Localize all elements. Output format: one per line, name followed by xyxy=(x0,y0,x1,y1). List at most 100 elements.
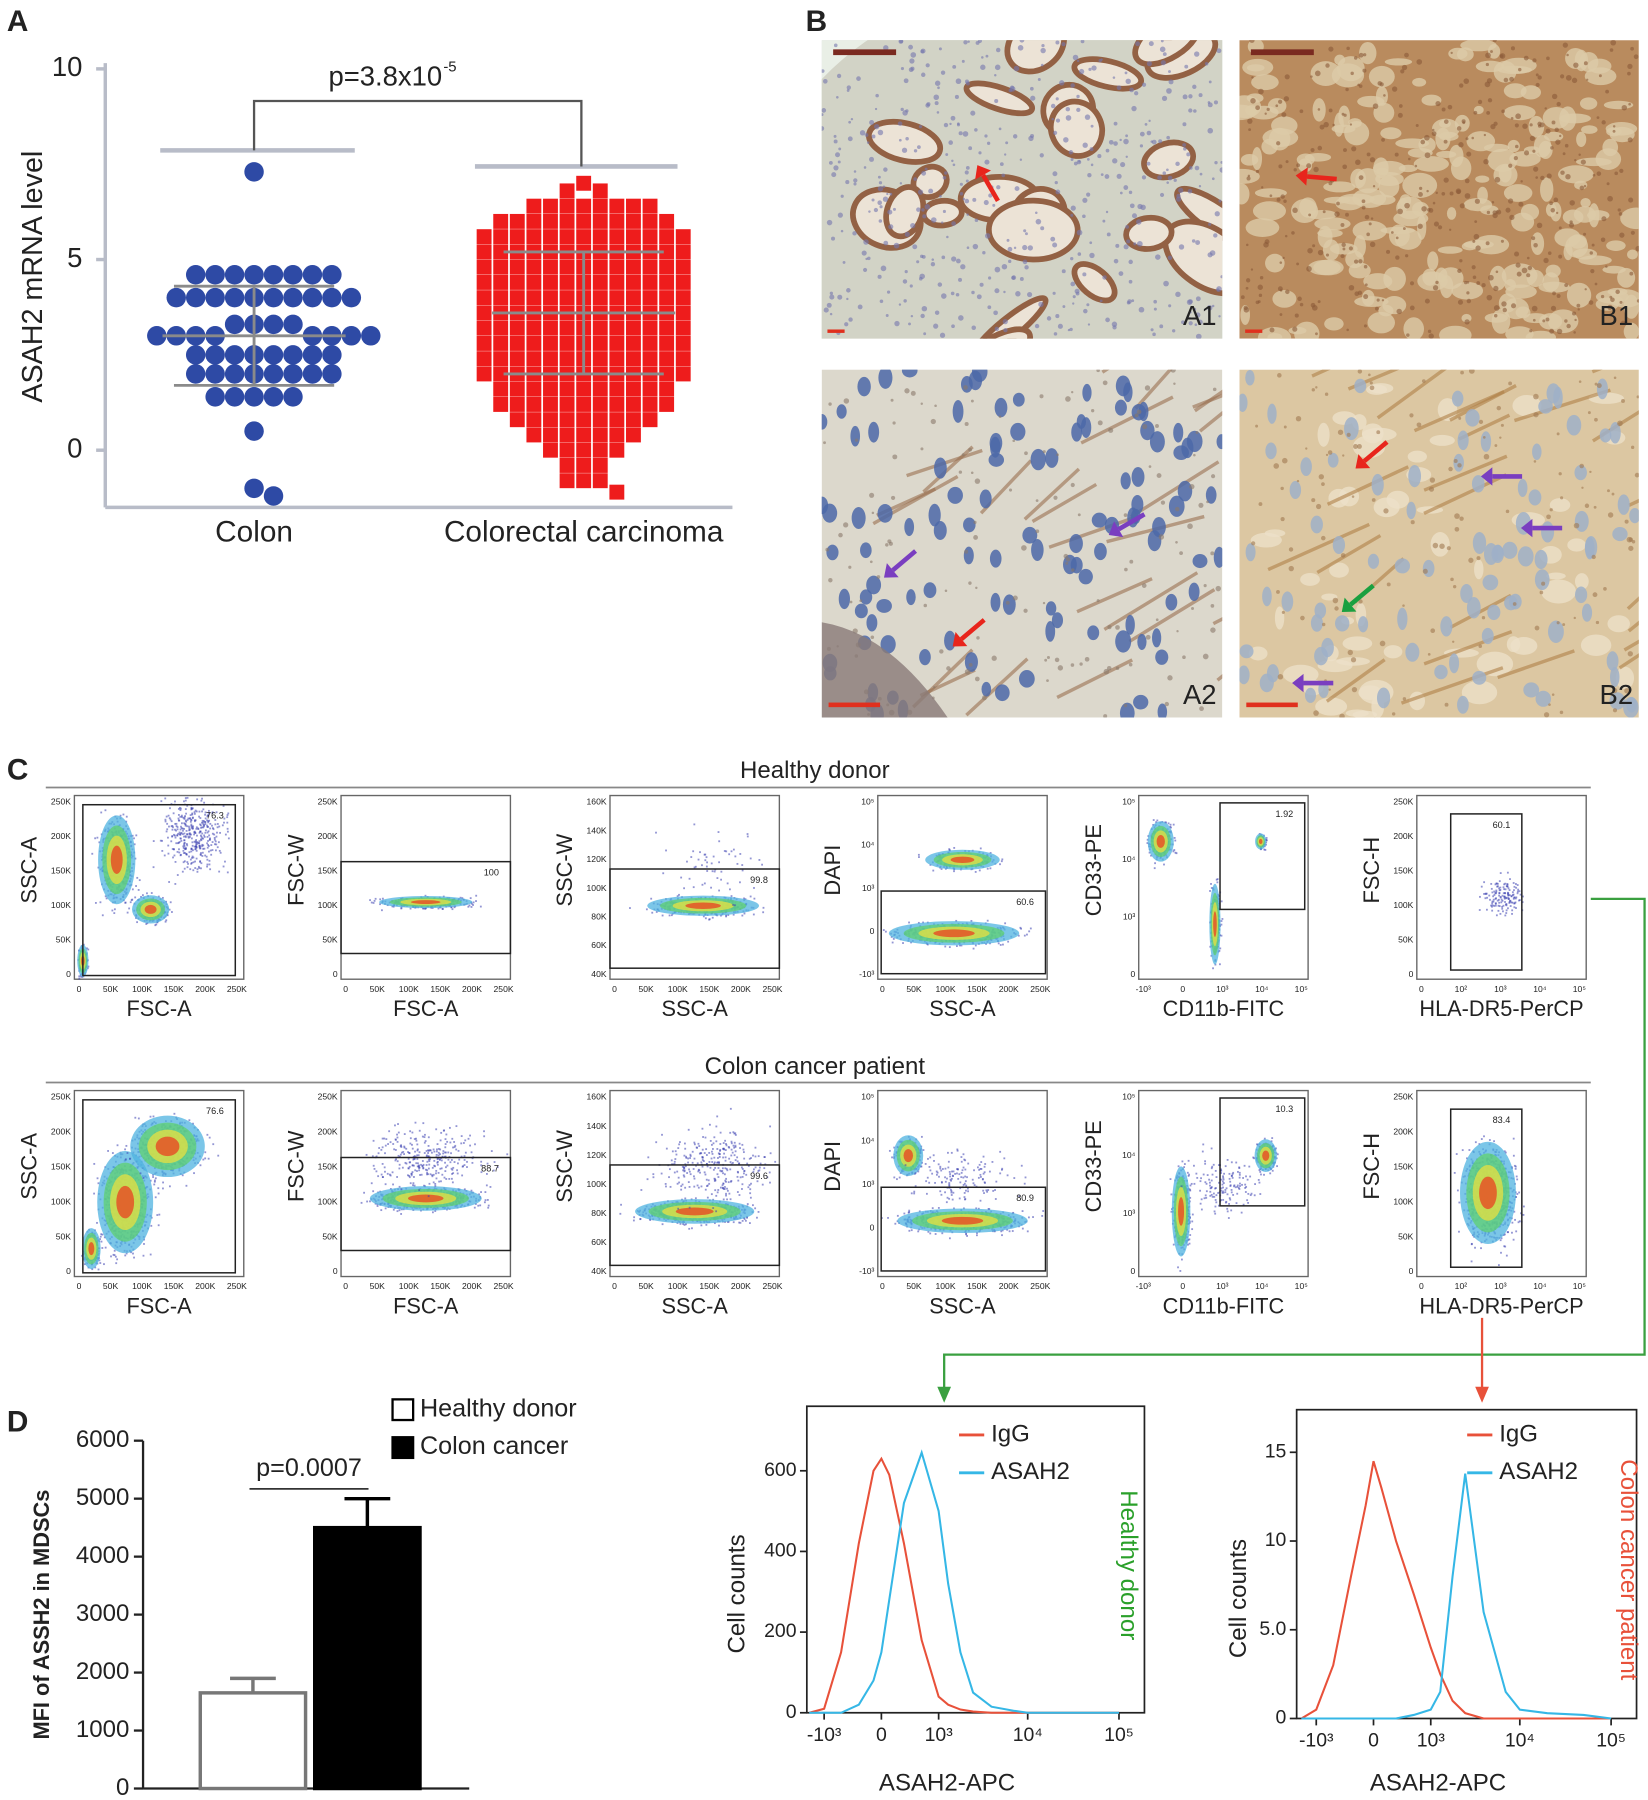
texture-dot xyxy=(1433,285,1438,290)
event xyxy=(177,833,179,835)
texture-dot xyxy=(869,493,874,498)
event xyxy=(646,908,648,910)
event xyxy=(710,887,712,889)
texture-dot xyxy=(1563,152,1566,155)
texture-dot xyxy=(1558,255,1562,259)
square xyxy=(510,382,525,397)
event xyxy=(105,809,107,811)
event xyxy=(732,904,734,906)
texture-dot xyxy=(1373,185,1375,187)
event xyxy=(704,854,706,856)
texture-dot xyxy=(975,677,980,682)
texture-dot xyxy=(848,136,853,141)
texture-dot xyxy=(883,241,888,246)
texture-dot xyxy=(1043,450,1046,453)
square xyxy=(526,321,541,336)
texture-dot xyxy=(1325,63,1329,67)
texture-dot xyxy=(1454,459,1458,463)
texture-dot xyxy=(1322,623,1325,626)
event xyxy=(708,919,710,921)
event xyxy=(180,829,182,831)
texture-dot xyxy=(1124,568,1128,572)
event xyxy=(206,864,208,866)
texture-dot xyxy=(905,270,908,273)
x-tick-label: 150K xyxy=(967,984,987,994)
event xyxy=(178,852,180,854)
texture-dot xyxy=(1059,80,1064,85)
texture-dot xyxy=(1326,454,1328,456)
texture-dot xyxy=(1522,268,1528,274)
event xyxy=(169,807,171,809)
event xyxy=(192,845,194,847)
event xyxy=(662,872,664,874)
scale-bar xyxy=(1251,49,1314,55)
texture-dot xyxy=(1106,211,1108,213)
texture-dot xyxy=(1258,89,1264,95)
texture-dot xyxy=(1552,94,1557,99)
event xyxy=(218,871,220,873)
event xyxy=(209,837,211,839)
texture xyxy=(1267,333,1282,342)
texture-dot xyxy=(1595,383,1598,386)
square xyxy=(510,214,525,229)
event xyxy=(975,871,977,873)
event xyxy=(201,855,203,857)
texture-dot xyxy=(1194,51,1199,56)
square xyxy=(526,199,541,214)
event xyxy=(206,859,208,861)
square xyxy=(609,290,624,305)
texture-dot xyxy=(1557,294,1561,298)
texture xyxy=(1439,132,1459,141)
texture-dot xyxy=(1105,174,1110,179)
texture-dot xyxy=(1546,514,1551,519)
texture-dot xyxy=(1622,105,1627,110)
texture-dot xyxy=(1601,216,1606,221)
texture-dot xyxy=(872,198,875,201)
square xyxy=(510,321,525,336)
nucleus xyxy=(1509,594,1522,610)
texture-dot xyxy=(1066,115,1072,121)
square xyxy=(543,229,558,244)
event xyxy=(178,808,180,810)
square xyxy=(626,321,641,336)
texture-dot xyxy=(959,131,963,135)
y-tick-label: 5 xyxy=(67,242,82,273)
texture-dot xyxy=(1003,319,1008,324)
event xyxy=(186,830,188,832)
square xyxy=(609,427,624,442)
texture xyxy=(1505,279,1516,291)
texture-dot xyxy=(1435,101,1440,106)
texture-dot xyxy=(1300,303,1304,307)
texture-dot xyxy=(1071,158,1074,161)
square xyxy=(609,321,624,336)
texture-dot xyxy=(1102,220,1105,223)
event xyxy=(885,931,887,933)
gland xyxy=(1125,216,1174,252)
texture-dot xyxy=(1207,128,1213,134)
texture-dot xyxy=(996,48,1000,52)
event xyxy=(183,836,185,838)
event xyxy=(139,879,141,881)
square xyxy=(477,336,492,351)
square xyxy=(560,427,575,442)
scale-bar xyxy=(1246,703,1298,708)
texture-dot xyxy=(1485,53,1491,59)
texture-dot xyxy=(1421,206,1427,212)
texture-dot xyxy=(987,305,991,309)
texture-dot xyxy=(1126,239,1130,243)
texture-dot xyxy=(1469,368,1475,374)
texture-dot xyxy=(1501,240,1504,243)
square xyxy=(526,290,541,305)
event xyxy=(184,833,186,835)
texture-dot xyxy=(878,186,883,191)
event xyxy=(704,859,706,861)
texture-dot xyxy=(1050,237,1055,242)
event xyxy=(185,813,187,815)
x-tick-label: 100K xyxy=(132,984,152,994)
event xyxy=(369,899,371,901)
texture-dot xyxy=(1123,139,1129,145)
texture-dot xyxy=(904,78,909,83)
texture-dot xyxy=(879,181,882,184)
event xyxy=(375,898,377,900)
texture-dot xyxy=(1035,324,1039,328)
